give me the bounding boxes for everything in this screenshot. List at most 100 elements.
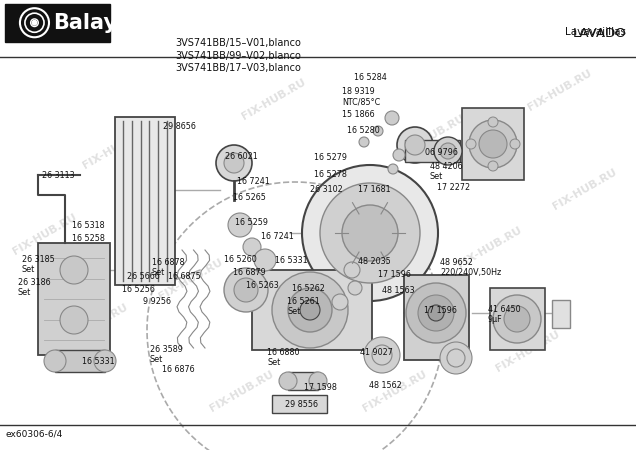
Circle shape <box>332 294 348 310</box>
Text: 17 1596: 17 1596 <box>378 270 411 279</box>
Circle shape <box>279 372 297 390</box>
Circle shape <box>320 183 420 283</box>
Text: FIX-HUB.RU: FIX-HUB.RU <box>157 256 225 302</box>
Circle shape <box>393 149 405 161</box>
Circle shape <box>373 126 383 136</box>
Circle shape <box>469 120 517 168</box>
Text: FIX-HUB.RU: FIX-HUB.RU <box>81 126 148 171</box>
Text: 16 5280: 16 5280 <box>347 126 380 135</box>
Circle shape <box>372 345 392 365</box>
Text: FIX-HUB.RU: FIX-HUB.RU <box>526 68 593 112</box>
Circle shape <box>228 213 252 237</box>
Text: 26 3102: 26 3102 <box>310 185 343 194</box>
Circle shape <box>224 268 268 312</box>
Circle shape <box>272 272 348 348</box>
Text: 17 1596: 17 1596 <box>424 306 457 315</box>
Text: Balay: Balay <box>53 13 118 33</box>
Text: 17 2272: 17 2272 <box>437 183 470 192</box>
Text: FIX-HUB.RU: FIX-HUB.RU <box>208 369 275 414</box>
Text: LAVADO: LAVADO <box>572 27 626 40</box>
Text: 16 6875: 16 6875 <box>168 272 201 281</box>
Text: 06 9796: 06 9796 <box>425 148 458 157</box>
Text: 16 5259: 16 5259 <box>235 218 268 227</box>
Circle shape <box>344 262 360 278</box>
Text: 48 1563: 48 1563 <box>382 286 415 295</box>
Text: FIX-HUB.RU: FIX-HUB.RU <box>62 302 129 346</box>
Text: 16 6879: 16 6879 <box>233 268 266 277</box>
Circle shape <box>60 256 88 284</box>
Circle shape <box>493 295 541 343</box>
Text: ex60306-6/4: ex60306-6/4 <box>5 429 62 438</box>
Text: 15 1866: 15 1866 <box>342 110 375 119</box>
Text: 41 9027: 41 9027 <box>360 348 393 357</box>
Text: FIX-HUB.RU: FIX-HUB.RU <box>494 328 562 374</box>
Bar <box>404 275 469 360</box>
Circle shape <box>510 139 520 149</box>
Circle shape <box>224 153 244 173</box>
Text: 29 8656: 29 8656 <box>163 122 196 131</box>
Text: FIX-HUB.RU: FIX-HUB.RU <box>329 270 396 315</box>
Text: 16 5265: 16 5265 <box>233 193 266 202</box>
Text: 16 5278: 16 5278 <box>314 170 347 179</box>
Circle shape <box>405 135 425 155</box>
Text: 26 3113: 26 3113 <box>42 171 74 180</box>
Text: 16 5318: 16 5318 <box>72 221 105 230</box>
Circle shape <box>234 278 258 302</box>
Circle shape <box>418 295 454 331</box>
Text: 16 5262: 16 5262 <box>292 284 325 293</box>
Bar <box>115 117 175 285</box>
Text: 9 9256: 9 9256 <box>143 297 171 306</box>
Text: 16 5263: 16 5263 <box>246 281 279 290</box>
Circle shape <box>440 342 472 374</box>
Text: FIX-HUB.RU: FIX-HUB.RU <box>240 76 307 122</box>
Circle shape <box>488 161 498 171</box>
Text: FIX-HUB.RU: FIX-HUB.RU <box>551 166 619 212</box>
Text: 16 5279: 16 5279 <box>314 153 347 162</box>
Text: 29 8556: 29 8556 <box>285 400 318 409</box>
Text: 26 3589
Set: 26 3589 Set <box>150 345 183 365</box>
Circle shape <box>32 20 37 25</box>
Text: 18 9319
NTC/85°C: 18 9319 NTC/85°C <box>342 87 380 106</box>
Circle shape <box>60 306 88 334</box>
Circle shape <box>440 143 456 159</box>
Circle shape <box>428 305 444 321</box>
Circle shape <box>243 238 261 256</box>
Bar <box>55 350 105 372</box>
Circle shape <box>300 300 320 320</box>
Bar <box>288 372 318 390</box>
Text: 48 1562: 48 1562 <box>369 381 402 390</box>
Bar <box>490 288 545 350</box>
Circle shape <box>94 350 116 372</box>
Text: Lavavajillas: Lavavajillas <box>565 27 626 37</box>
Bar <box>462 108 524 180</box>
Circle shape <box>397 127 433 163</box>
Text: FIX-HUB.RU: FIX-HUB.RU <box>11 212 78 256</box>
Text: 41 6450
9μF: 41 6450 9μF <box>488 305 521 324</box>
Text: 16 5261
Set: 16 5261 Set <box>287 297 320 316</box>
Circle shape <box>479 130 507 158</box>
Text: 16 6876: 16 6876 <box>162 365 195 374</box>
Text: 16 7241: 16 7241 <box>261 232 294 241</box>
Text: 16 6878
Set: 16 6878 Set <box>152 258 184 277</box>
Circle shape <box>364 337 400 373</box>
Circle shape <box>359 137 369 147</box>
Circle shape <box>342 205 398 261</box>
Bar <box>252 270 372 350</box>
Circle shape <box>388 164 398 174</box>
Circle shape <box>385 111 399 125</box>
Bar <box>5 4 110 42</box>
Text: 16 5258: 16 5258 <box>72 234 105 243</box>
Text: 3VS741BB/99–V02,blanco: 3VS741BB/99–V02,blanco <box>175 51 301 61</box>
Circle shape <box>406 283 466 343</box>
Text: 16 5256: 16 5256 <box>122 285 155 294</box>
Text: 48 9652
220/240V,50Hz: 48 9652 220/240V,50Hz <box>440 258 501 277</box>
Circle shape <box>434 137 462 165</box>
Circle shape <box>254 249 276 271</box>
Circle shape <box>504 306 530 332</box>
Text: 16 5331: 16 5331 <box>82 357 114 366</box>
Text: 48 4206
Set: 48 4206 Set <box>430 162 462 181</box>
Text: 17 1681: 17 1681 <box>358 185 391 194</box>
Bar <box>38 243 110 355</box>
Text: 26 3186
Set: 26 3186 Set <box>18 278 51 297</box>
Text: 26 3185
Set: 26 3185 Set <box>22 255 55 274</box>
